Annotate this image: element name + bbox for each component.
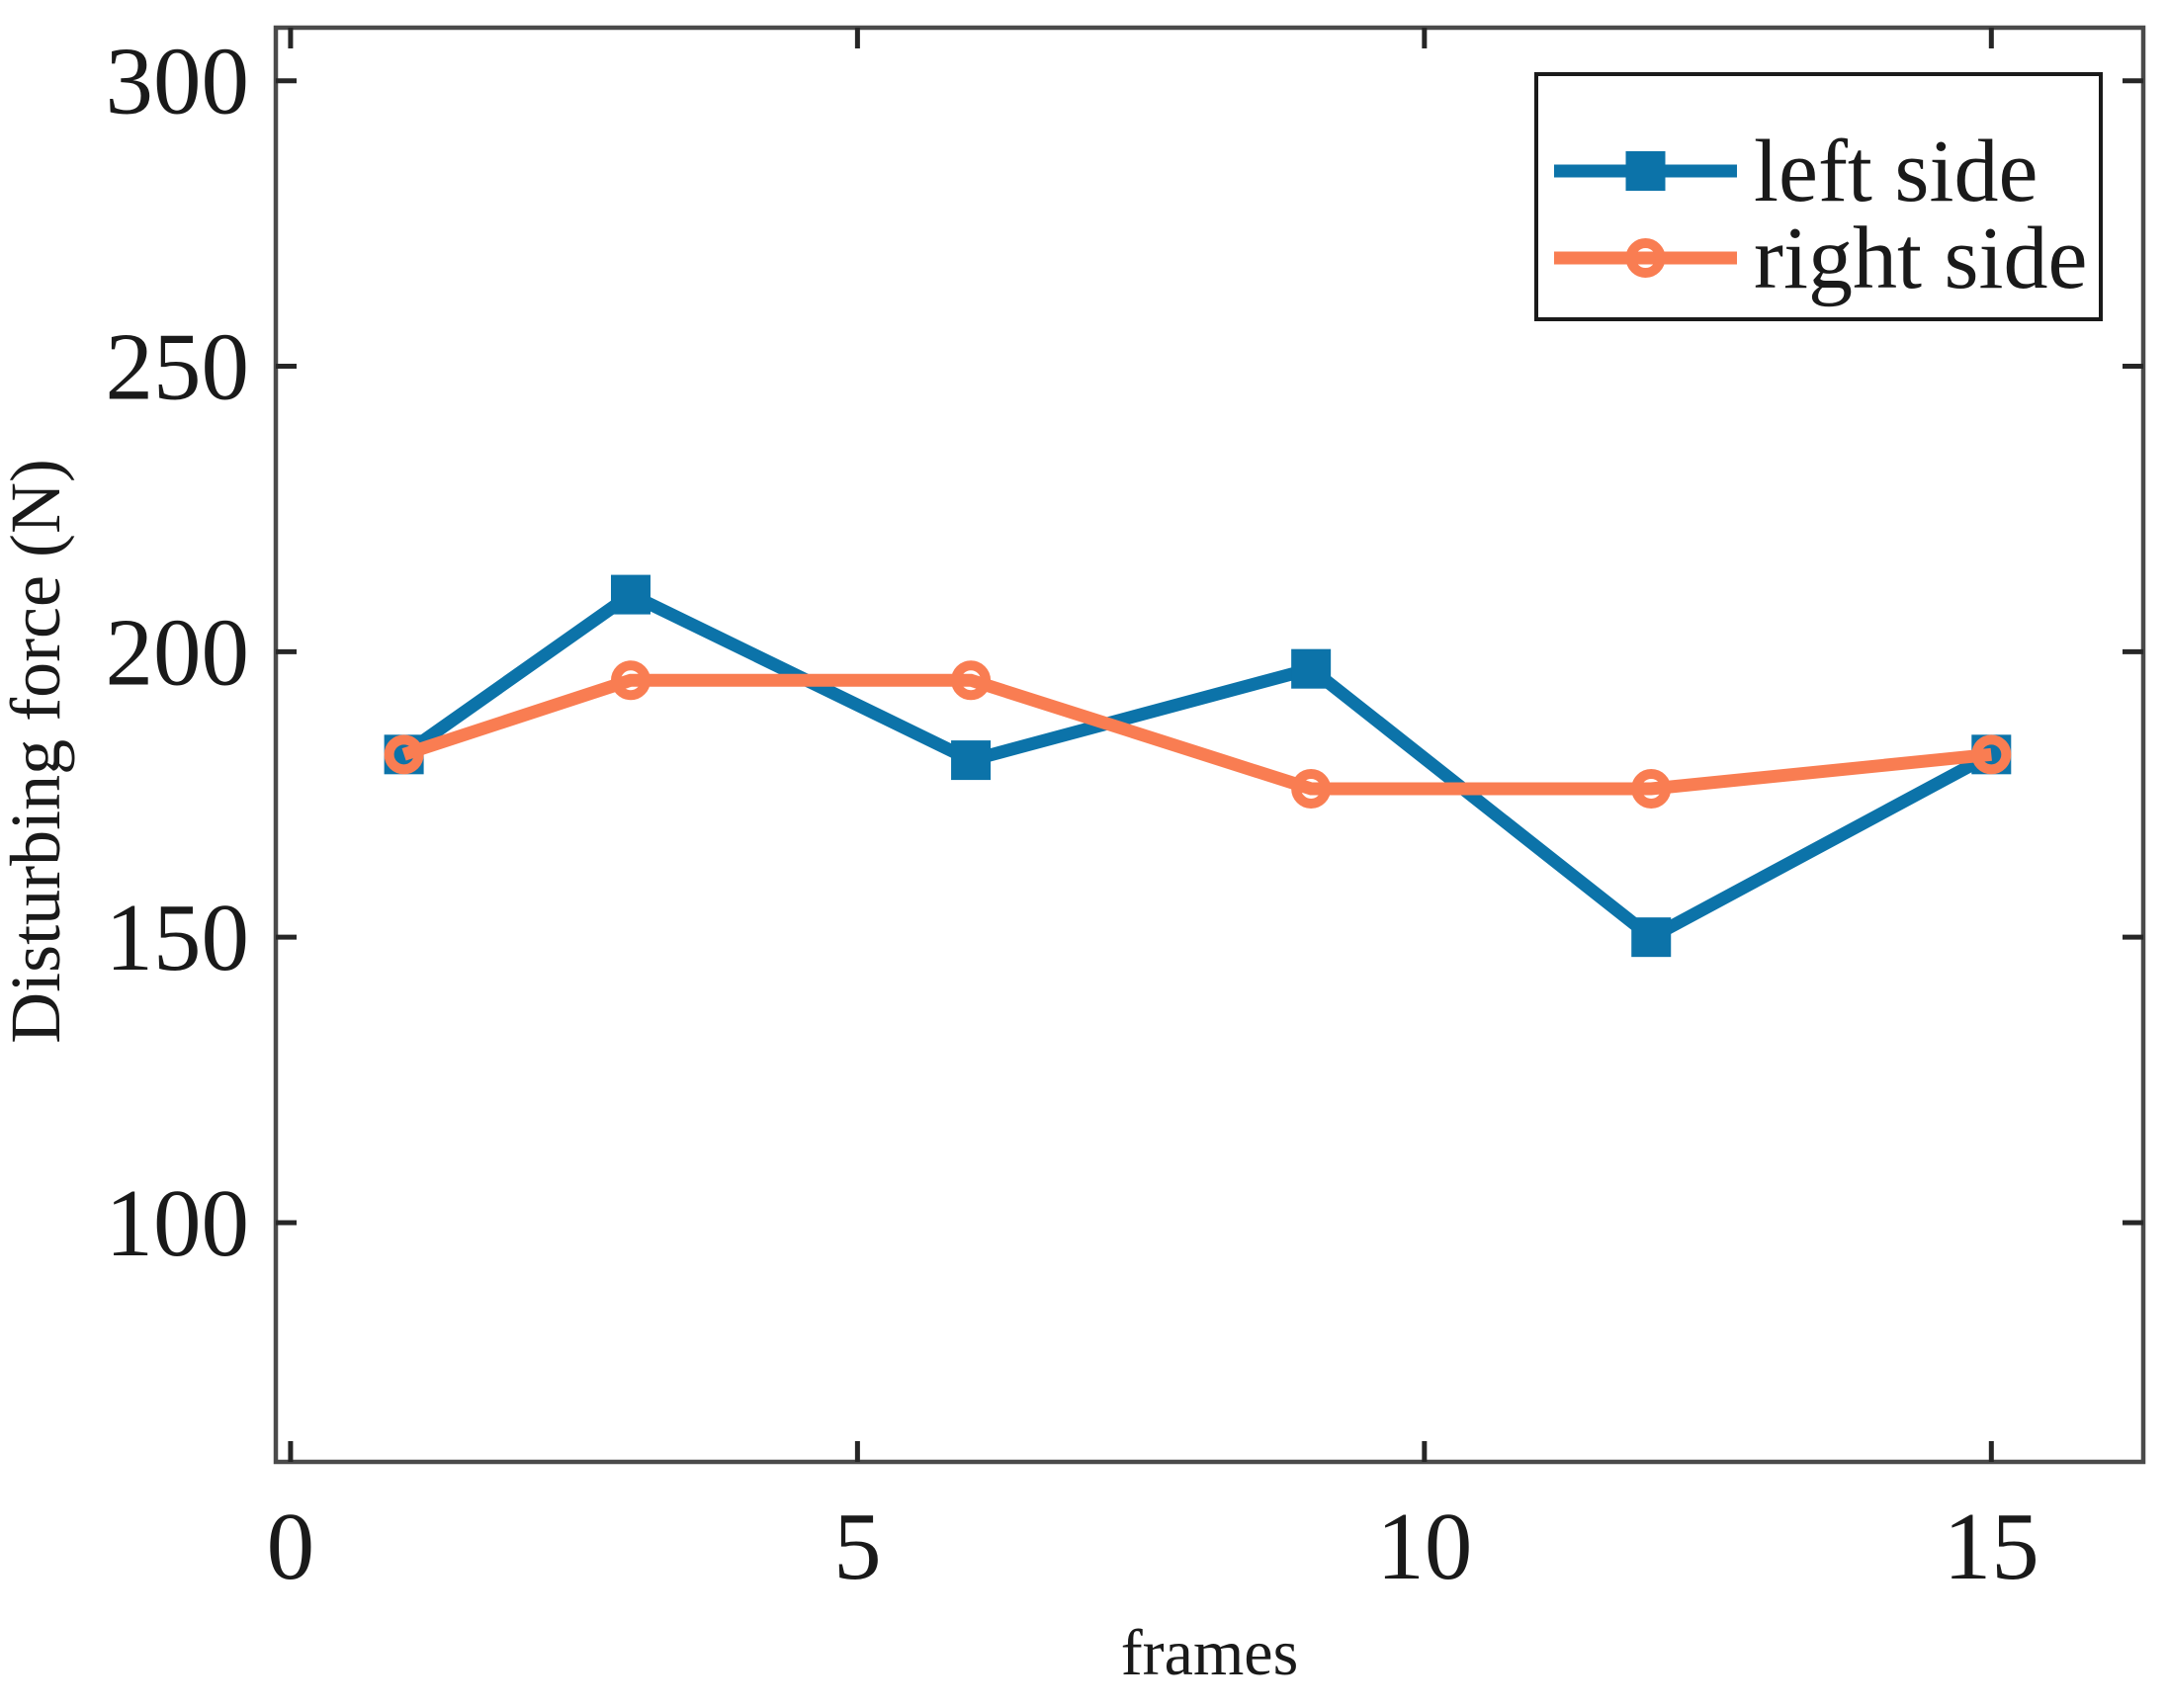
series-right-side-marker-circle xyxy=(610,660,650,701)
x-tick-label: 15 xyxy=(1944,1494,2039,1599)
y-tick-label: 300 xyxy=(106,29,250,134)
y-tick-label: 250 xyxy=(106,314,250,420)
series-right-side-marker-circle xyxy=(1631,768,1672,809)
x-tick-label: 10 xyxy=(1376,1494,1472,1599)
series-left-side-marker-square xyxy=(610,574,650,615)
series-line-left-side xyxy=(399,587,1995,945)
legend-marker-square xyxy=(1625,151,1666,191)
y-tick-label: 100 xyxy=(106,1170,250,1276)
series-line-right-side xyxy=(401,673,1992,796)
series-left-side-marker-square xyxy=(1631,917,1672,958)
series-right-side-marker-circle xyxy=(1971,734,2012,775)
series-right-side-marker-circle xyxy=(1291,768,1332,809)
legend-marker-circle xyxy=(1625,238,1666,278)
series-right-side-marker-circle xyxy=(951,660,992,701)
legend-box xyxy=(1534,72,2103,321)
plot-area-border xyxy=(273,25,2146,1465)
series-right-side-marker-circle xyxy=(384,734,424,775)
series-left-side-marker-square xyxy=(1291,648,1332,689)
x-tick-label: 5 xyxy=(833,1494,882,1599)
x-axis-label: frames xyxy=(1121,1617,1299,1689)
y-axis-label: Disturbing force (N) xyxy=(0,459,75,1044)
y-tick-label: 200 xyxy=(106,599,250,705)
legend-label: left side xyxy=(1754,123,2038,220)
y-tick-label: 150 xyxy=(106,885,250,990)
x-tick-label: 0 xyxy=(267,1494,315,1599)
series-left-side-marker-square xyxy=(951,740,992,781)
legend-label: right side xyxy=(1754,210,2087,307)
